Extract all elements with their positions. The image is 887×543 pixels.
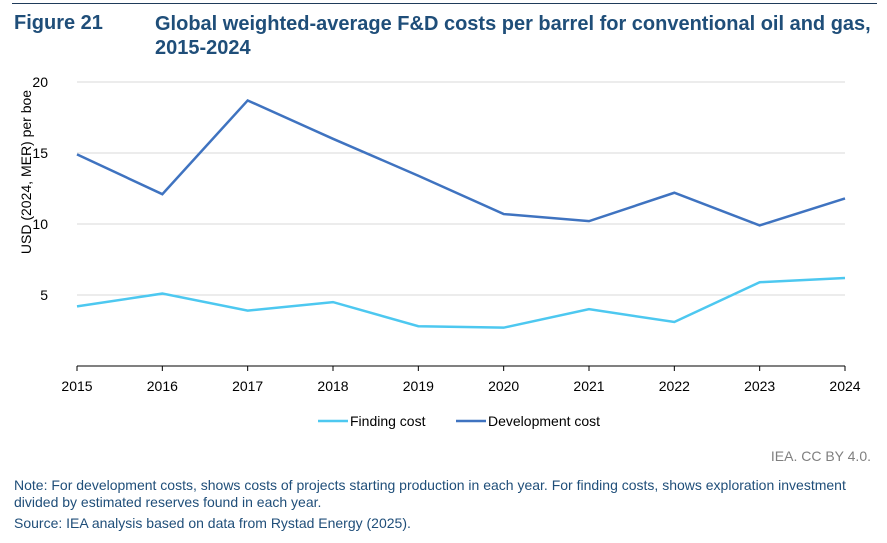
credit: IEA. CC BY 4.0. bbox=[770, 448, 871, 464]
x-tick-label: 2017 bbox=[232, 378, 263, 394]
source: Source: IEA analysis based on data from … bbox=[14, 515, 411, 531]
x-tick-label: 2023 bbox=[744, 378, 775, 394]
x-tick-label: 2019 bbox=[403, 378, 434, 394]
x-tick-label: 2021 bbox=[573, 378, 604, 394]
figure-label: Figure 21 bbox=[14, 12, 103, 34]
x-tick-label: 2020 bbox=[488, 378, 519, 394]
y-tick-label: 10 bbox=[32, 216, 48, 232]
top-rule bbox=[12, 3, 877, 4]
y-tick-label: 5 bbox=[40, 287, 48, 303]
legend-label: Finding cost bbox=[350, 413, 426, 429]
series-line-finding-cost bbox=[76, 276, 846, 329]
x-tick-label: 2015 bbox=[61, 378, 92, 394]
x-tick-label: 2024 bbox=[829, 378, 860, 394]
legend-label: Development cost bbox=[488, 413, 600, 429]
x-tick-label: 2022 bbox=[659, 378, 690, 394]
series-line-development-cost bbox=[76, 98, 846, 227]
y-tick-label: 20 bbox=[32, 74, 48, 90]
y-tick-label: 15 bbox=[32, 145, 48, 161]
y-axis-label: USD (2024, MER) per boe bbox=[18, 90, 34, 254]
note: Note: For development costs, shows costs… bbox=[14, 477, 846, 510]
x-tick-label: 2018 bbox=[317, 378, 348, 394]
chart: 5 10 15 20 2015 2016 2017 2018 2019 2020 2021 2022 2… bbox=[18, 74, 861, 429]
x-tick-label: 2016 bbox=[147, 378, 178, 394]
chart-title: Global weighted-average F&D costs per ba… bbox=[155, 13, 871, 59]
